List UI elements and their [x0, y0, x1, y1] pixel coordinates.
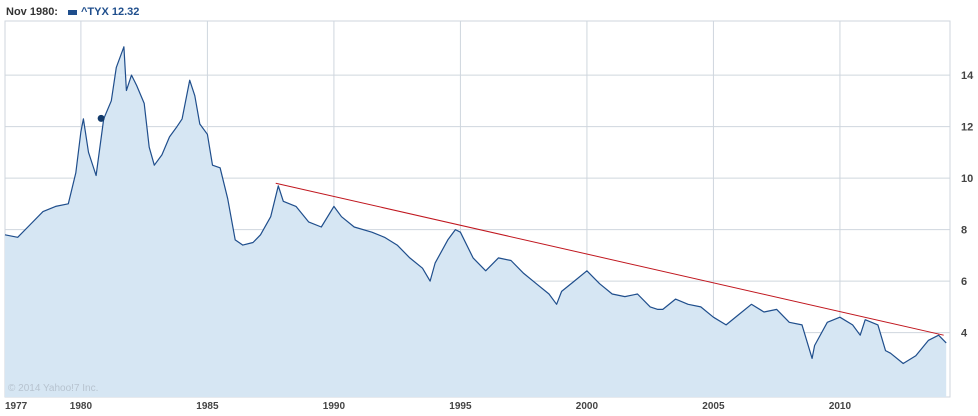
trendline	[275, 182, 944, 336]
legend-series-label[interactable]: ^TYX 12.32	[80, 6, 140, 18]
y-tick-label: 10	[961, 173, 973, 185]
x-tick-label: 2000	[576, 401, 599, 412]
trendline-layer	[97, 114, 944, 336]
area-layer	[4, 46, 947, 398]
x-tick-label: 1985	[196, 401, 219, 412]
y-tick-label: 14	[961, 70, 974, 82]
x-tick-label: 1977	[5, 401, 28, 412]
x-tick-label: 1995	[449, 401, 472, 412]
x-tick-label: 2005	[702, 401, 725, 412]
hover-marker	[97, 114, 105, 122]
series-line	[4, 46, 947, 365]
y-tick-label: 4	[961, 328, 968, 340]
series-area	[5, 46, 947, 398]
y-tick-label: 12	[961, 122, 973, 134]
copyright: © 2014 Yahoo!7 Inc.	[8, 383, 99, 394]
legend-date: Nov 1980:	[6, 6, 58, 18]
x-tick-label: 2010	[829, 401, 852, 412]
x-tick-label: 1980	[70, 401, 93, 412]
x-tick-label: 1990	[323, 401, 346, 412]
y-tick-label: 6	[961, 276, 967, 288]
axis-layer: 4 6 8 10 12 14 1977 1980 1985 1990 1995 2000 2005 201…	[5, 70, 974, 412]
legend-swatch	[67, 9, 77, 15]
y-tick-label: 8	[961, 225, 967, 237]
legend: Nov 1980: ^TYX 12.32	[6, 6, 139, 18]
